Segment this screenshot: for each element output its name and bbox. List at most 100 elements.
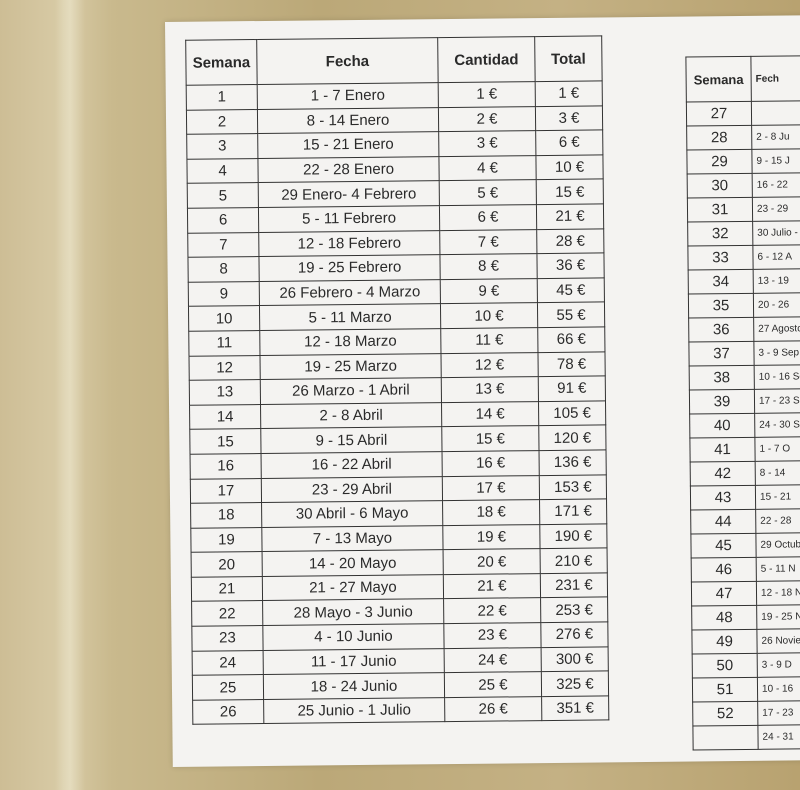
table-cell: 17: [190, 478, 262, 504]
table-cell: 45 €: [537, 277, 605, 303]
table-cell: 50: [692, 653, 758, 679]
table-cell: 30 Julio - 5: [752, 220, 800, 246]
table-cell: 3 €: [535, 105, 603, 131]
table-cell: 11 €: [440, 327, 538, 354]
table-cell: 8 - 14: [755, 460, 800, 486]
table-cell: 19 - 25 N: [756, 604, 800, 630]
table-cell: 190 €: [539, 523, 608, 549]
table-row: 26 25 Junio - 1 Julio 26 €351 €: [192, 695, 609, 725]
table-cell: 28 Mayo - 3 Junio: [262, 599, 444, 626]
table-cell: 105 €: [538, 400, 606, 426]
table-cell: 14: [189, 404, 261, 430]
table-cell: 36: [688, 317, 754, 343]
table-row: 46 5 - 11 N: [691, 556, 800, 583]
table-cell: 26 Marzo - 1 Abril: [260, 377, 442, 405]
header-row: Semana Fech: [685, 55, 800, 103]
table-row: 49 26 Noviemb: [691, 628, 800, 655]
table-cell: 23 - 29 Abril: [261, 476, 443, 503]
table-cell: 3 - 9 Sep: [753, 340, 800, 366]
table-row: 41 1 - 7 O: [689, 436, 800, 463]
table-cell: 16 - 22: [752, 172, 800, 198]
table-cell: 19 - 25 Febrero: [258, 254, 441, 282]
table-cell: 15 €: [441, 425, 540, 452]
table-cell: 42: [690, 461, 756, 487]
table-row: 47 12 - 18 N: [691, 580, 800, 607]
table-cell: 5: [187, 182, 259, 209]
table-cell: 35: [688, 293, 754, 319]
column-header: Fech: [750, 55, 800, 102]
table-cell: 15 - 21: [755, 484, 800, 510]
table-cell: [751, 100, 800, 126]
table-cell: 55 €: [537, 302, 605, 328]
table-cell: 21 - 27 Mayo: [262, 574, 444, 601]
table-row: 30 16 - 22: [687, 172, 800, 199]
table-cell: 15 - 21 Enero: [257, 131, 439, 159]
table-row: 44 22 - 28: [690, 508, 800, 535]
jar-glass-highlight: [55, 0, 85, 790]
table-cell: 24 €: [444, 647, 542, 673]
empty-cell: [692, 725, 759, 751]
table-cell: 30: [687, 173, 753, 199]
table-cell: 13 €: [441, 376, 539, 403]
table-cell: 23 €: [443, 622, 542, 649]
table-cell: 7: [187, 232, 259, 258]
table-cell: 153 €: [539, 474, 607, 500]
table-cell: 44: [690, 509, 756, 535]
table-cell: 29 Enero- 4 Febrero: [258, 181, 440, 208]
column-header: Fecha: [256, 37, 439, 85]
table-cell: 5 - 11 N: [756, 556, 800, 582]
table-cell: 38: [689, 365, 755, 391]
table-cell: 276 €: [540, 621, 609, 648]
table-cell: 2 €: [438, 106, 536, 132]
table-cell: 5 - 11 Marzo: [259, 303, 441, 331]
table-cell: 10 €: [535, 154, 604, 180]
table-cell: 36 €: [536, 253, 605, 279]
table-cell: 66 €: [537, 326, 605, 353]
table-cell: 351 €: [541, 695, 609, 722]
table-cell: 2: [186, 109, 258, 135]
table-cell: 10 - 16: [757, 676, 800, 702]
column-header: Total: [534, 35, 603, 82]
table-cell: 9 - 15 J: [751, 148, 800, 174]
trailing-date-cell: 24 - 31: [757, 724, 800, 750]
table-cell: 14 - 20 Mayo: [262, 549, 444, 577]
table-cell: 5 €: [439, 179, 537, 206]
table-cell: 22 - 28 Enero: [257, 156, 440, 183]
table-cell: 1 €: [535, 80, 603, 107]
table-row: 37 3 - 9 Sep: [688, 340, 800, 367]
table-cell: 21 €: [443, 573, 541, 600]
table-cell: 29 Octubre: [755, 532, 800, 558]
weeks-27-52-table: Semana Fech 27 28 2 - 8 Ju 29 9 - 15 J 30 16 - …: [685, 55, 800, 751]
table-cell: 37: [688, 341, 755, 367]
table-row: 24 - 31: [692, 724, 800, 751]
table-row: 51 10 - 16: [692, 676, 800, 703]
table-cell: 27 Agosto - 2: [753, 316, 800, 342]
table-cell: 13: [189, 379, 261, 405]
table-cell: 20: [191, 551, 263, 578]
table-cell: 12 - 18 Febrero: [258, 230, 440, 257]
table-cell: 24 - 30 Se: [754, 412, 800, 438]
table-cell: 30 Abril - 6 Mayo: [261, 500, 443, 528]
table-row: 34 13 - 19: [688, 268, 800, 295]
table-cell: 4: [186, 158, 259, 184]
table-cell: 7 - 13 Mayo: [261, 525, 444, 552]
table-cell: 26: [192, 699, 264, 725]
table-cell: 5 - 11 Febrero: [258, 205, 440, 233]
column-header: Cantidad: [437, 36, 536, 83]
table-row: 33 6 - 12 A: [687, 244, 800, 271]
table-cell: 23 - 29: [752, 196, 800, 222]
table-cell: 12: [188, 355, 261, 381]
table-cell: 17 - 23: [757, 700, 800, 726]
table-cell: 3: [186, 133, 258, 160]
table-cell: 1: [186, 84, 258, 110]
table-cell: 16 - 22 Abril: [261, 451, 443, 479]
table-cell: 28: [686, 125, 752, 151]
table-cell: 26 Noviemb: [756, 628, 800, 654]
table-cell: 48: [691, 605, 757, 631]
table-cell: 10 €: [440, 302, 538, 329]
table-cell: 78 €: [537, 351, 606, 377]
table-cell: 19 €: [442, 524, 541, 550]
table-cell: 231 €: [540, 572, 608, 599]
